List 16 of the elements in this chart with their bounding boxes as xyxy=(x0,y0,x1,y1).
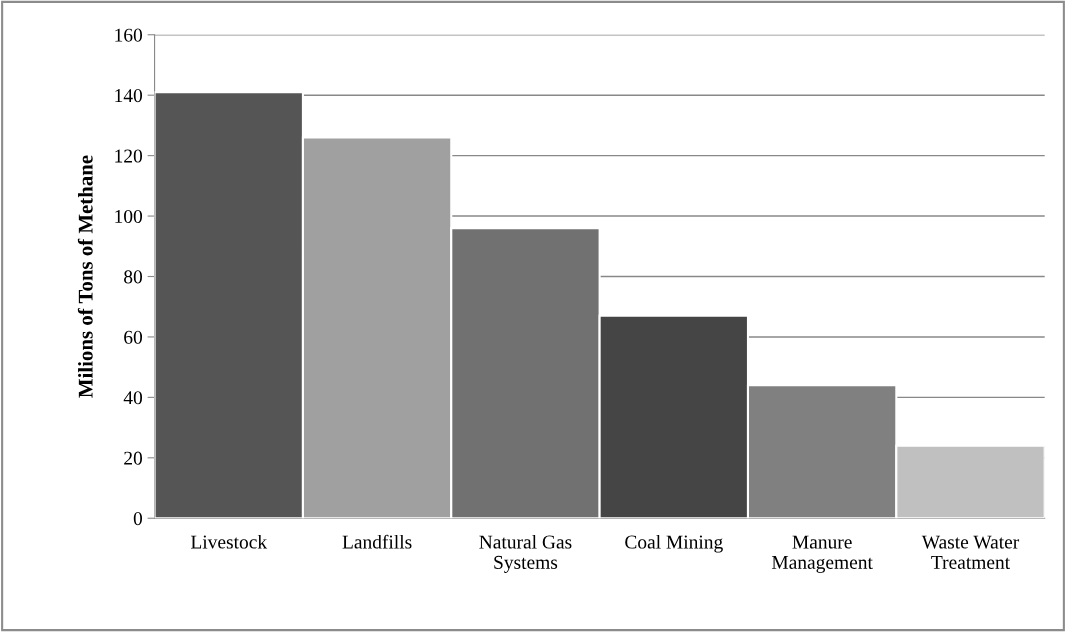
y-axis-title: Milions of Tons of Methane xyxy=(77,155,93,398)
x-tick-label: Waste Water Treatment xyxy=(921,535,1020,569)
x-tick-label: Manure Management xyxy=(771,535,873,573)
y-tick-label: 100 xyxy=(115,209,143,223)
x-tick-label: Coal Mining xyxy=(625,534,723,553)
y-tick-label: 140 xyxy=(115,89,143,103)
y-tick-label: 160 xyxy=(115,28,143,42)
y-tick-label: 60 xyxy=(124,330,143,344)
y-tick-label: 120 xyxy=(115,149,143,163)
x-tick-label: Landfills xyxy=(342,534,412,549)
y-tick-label: 20 xyxy=(124,451,143,465)
y-tick-label: 40 xyxy=(123,391,143,405)
x-tick-label: Livestock xyxy=(190,534,268,549)
x-tick-label: Natural Gas Systems xyxy=(479,534,572,573)
y-tick-label: 0 xyxy=(133,512,143,526)
y-tick-label: 80 xyxy=(124,270,143,284)
